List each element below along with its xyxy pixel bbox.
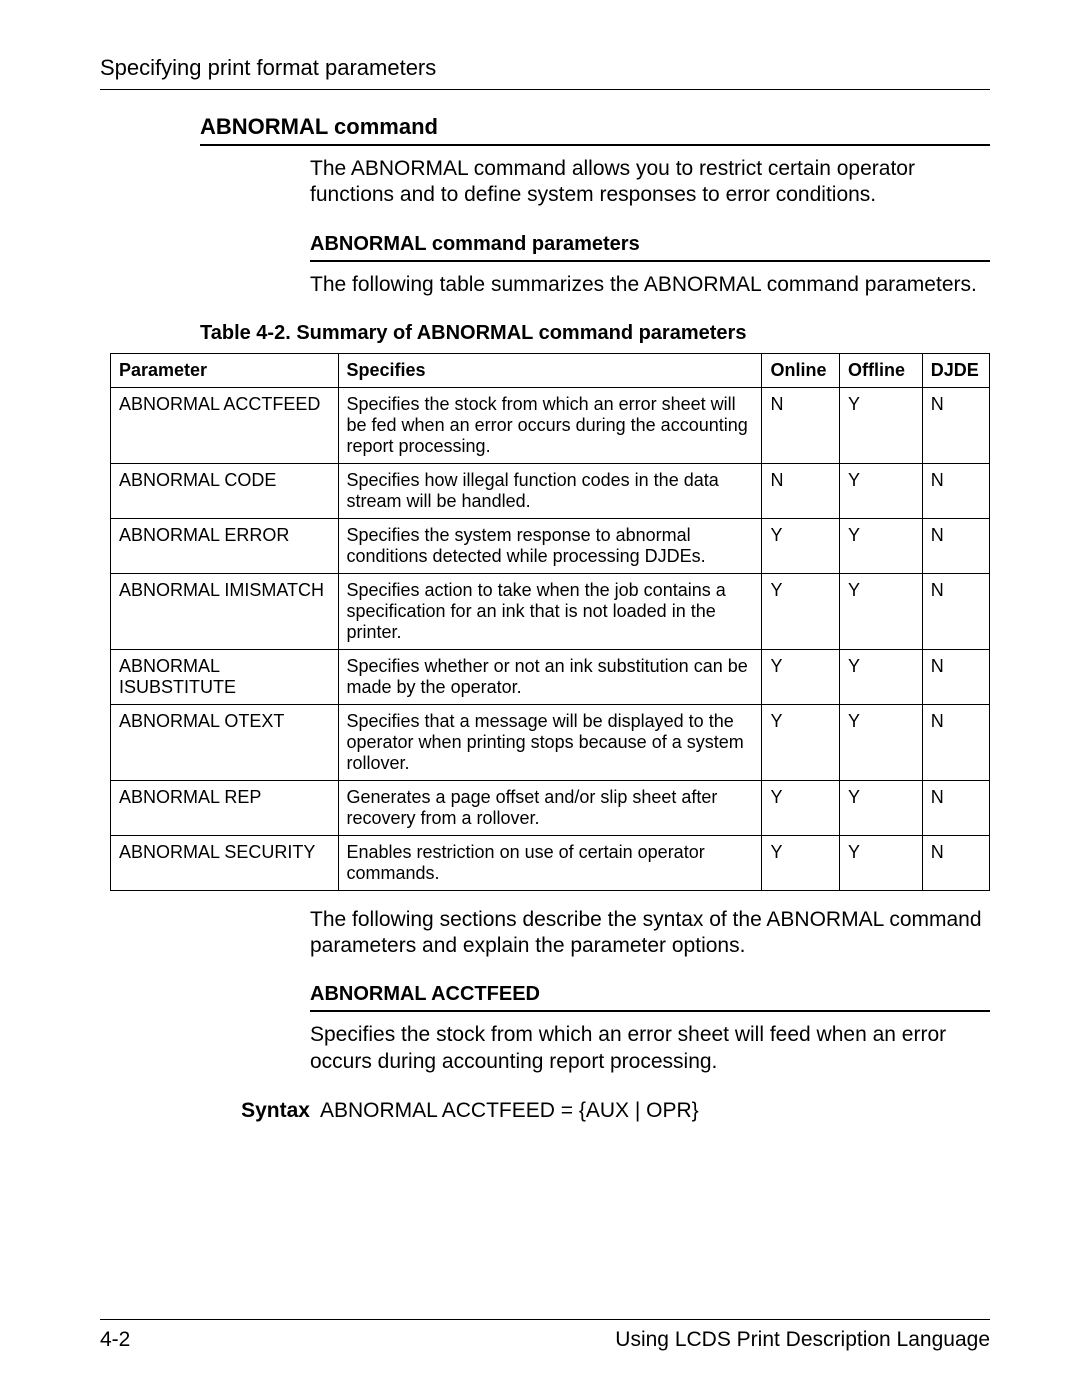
cell-djde: N	[922, 573, 989, 649]
col-header-specifies: Specifies	[338, 353, 762, 387]
cell-parameter: ABNORMAL IMISMATCH	[111, 573, 339, 649]
cell-online: Y	[762, 780, 840, 835]
abnormal-parameters-table: Parameter Specifies Online Offline DJDE …	[110, 353, 990, 891]
cell-parameter: ABNORMAL ERROR	[111, 518, 339, 573]
cell-offline: Y	[840, 704, 923, 780]
subheading-rule	[310, 1010, 990, 1012]
footer-rule	[100, 1319, 990, 1320]
cell-offline: Y	[840, 780, 923, 835]
heading-abnormal-command: ABNORMAL command	[200, 114, 990, 140]
cell-djde: N	[922, 387, 989, 463]
cell-parameter: ABNORMAL ACCTFEED	[111, 387, 339, 463]
body-abnormal-acctfeed: Specifies the stock from which an error …	[310, 1022, 990, 1075]
cell-offline: Y	[840, 463, 923, 518]
syntax-label: Syntax	[230, 1099, 310, 1123]
cell-parameter: ABNORMAL REP	[111, 780, 339, 835]
cell-online: Y	[762, 573, 840, 649]
syntax-row: Syntax ABNORMAL ACCTFEED = {AUX | OPR}	[230, 1099, 990, 1123]
footer-doc-title: Using LCDS Print Description Language	[615, 1328, 990, 1352]
cell-djde: N	[922, 463, 989, 518]
col-header-djde: DJDE	[922, 353, 989, 387]
table-row: ABNORMAL ACCTFEED Specifies the stock fr…	[111, 387, 990, 463]
cell-online: N	[762, 387, 840, 463]
cell-djde: N	[922, 835, 989, 890]
cell-offline: Y	[840, 835, 923, 890]
table-row: ABNORMAL IMISMATCH Specifies action to t…	[111, 573, 990, 649]
cell-parameter: ABNORMAL OTEXT	[111, 704, 339, 780]
cell-specifies: Specifies how illegal function codes in …	[338, 463, 762, 518]
cell-parameter: ABNORMAL CODE	[111, 463, 339, 518]
cell-offline: Y	[840, 518, 923, 573]
subheading-rule	[310, 260, 990, 262]
syntax-value: ABNORMAL ACCTFEED = {AUX | OPR}	[320, 1099, 990, 1123]
cell-online: Y	[762, 649, 840, 704]
cell-djde: N	[922, 518, 989, 573]
body-abnormal-parameters: The following table summarizes the ABNOR…	[310, 272, 990, 298]
cell-specifies: Specifies the stock from which an error …	[338, 387, 762, 463]
page-footer: 4-2 Using LCDS Print Description Languag…	[100, 1319, 990, 1352]
table-row: ABNORMAL OTEXT Specifies that a message …	[111, 704, 990, 780]
cell-specifies: Specifies whether or not an ink substitu…	[338, 649, 762, 704]
cell-parameter: ABNORMAL ISUBSTITUTE	[111, 649, 339, 704]
table-row: ABNORMAL ISUBSTITUTE Specifies whether o…	[111, 649, 990, 704]
header-rule	[100, 89, 990, 90]
cell-parameter: ABNORMAL SECURITY	[111, 835, 339, 890]
cell-online: Y	[762, 704, 840, 780]
document-page: Specifying print format parameters ABNOR…	[0, 0, 1080, 1397]
cell-offline: Y	[840, 649, 923, 704]
col-header-offline: Offline	[840, 353, 923, 387]
page-header-title: Specifying print format parameters	[100, 55, 990, 81]
col-header-online: Online	[762, 353, 840, 387]
body-after-table: The following sections describe the synt…	[310, 907, 990, 960]
col-header-parameter: Parameter	[111, 353, 339, 387]
cell-specifies: Generates a page offset and/or slip shee…	[338, 780, 762, 835]
cell-specifies: Specifies the system response to abnorma…	[338, 518, 762, 573]
page-number: 4-2	[100, 1328, 130, 1352]
cell-specifies: Specifies that a message will be display…	[338, 704, 762, 780]
cell-online: Y	[762, 518, 840, 573]
table-caption: Table 4-2. Summary of ABNORMAL command p…	[200, 322, 990, 345]
heading-abnormal-parameters: ABNORMAL command parameters	[310, 233, 990, 256]
cell-djde: N	[922, 780, 989, 835]
cell-offline: Y	[840, 573, 923, 649]
cell-specifies: Enables restriction on use of certain op…	[338, 835, 762, 890]
cell-online: Y	[762, 835, 840, 890]
heading-rule	[200, 144, 990, 146]
cell-djde: N	[922, 704, 989, 780]
table-row: ABNORMAL CODE Specifies how illegal func…	[111, 463, 990, 518]
cell-offline: Y	[840, 387, 923, 463]
body-abnormal-command: The ABNORMAL command allows you to restr…	[310, 156, 990, 209]
heading-abnormal-acctfeed: ABNORMAL ACCTFEED	[310, 983, 990, 1006]
cell-online: N	[762, 463, 840, 518]
table-header-row: Parameter Specifies Online Offline DJDE	[111, 353, 990, 387]
cell-specifies: Specifies action to take when the job co…	[338, 573, 762, 649]
table-row: ABNORMAL REP Generates a page offset and…	[111, 780, 990, 835]
table-row: ABNORMAL ERROR Specifies the system resp…	[111, 518, 990, 573]
table-row: ABNORMAL SECURITY Enables restriction on…	[111, 835, 990, 890]
cell-djde: N	[922, 649, 989, 704]
